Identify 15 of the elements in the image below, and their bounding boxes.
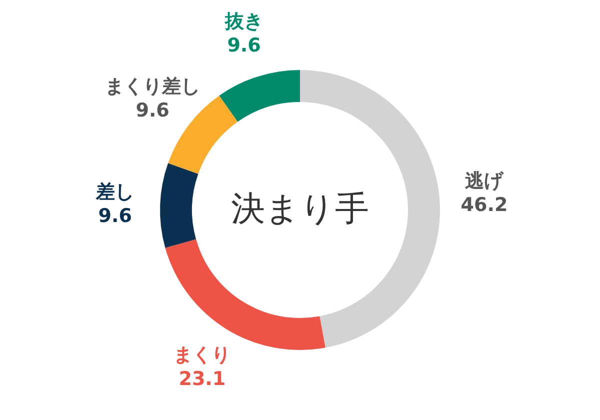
slice-label: 差し [95, 180, 134, 203]
slice-label: 逃げ [464, 170, 504, 192]
data-label: 46.2 [460, 194, 508, 216]
donut-slice [168, 96, 238, 174]
donut-slice [300, 70, 440, 348]
slice-label: まくり差し [105, 75, 200, 98]
data-label: 9.6 [227, 34, 261, 57]
text: 決まり手 [231, 189, 369, 229]
slice-label: まくり [174, 344, 231, 366]
data-label: 9.6 [136, 99, 170, 122]
donut-slice [160, 163, 198, 248]
data-label: 23.1 [178, 368, 226, 390]
data-label: 9.6 [98, 204, 132, 227]
slice-label: 抜き [224, 10, 264, 33]
donut-slice [219, 70, 300, 122]
